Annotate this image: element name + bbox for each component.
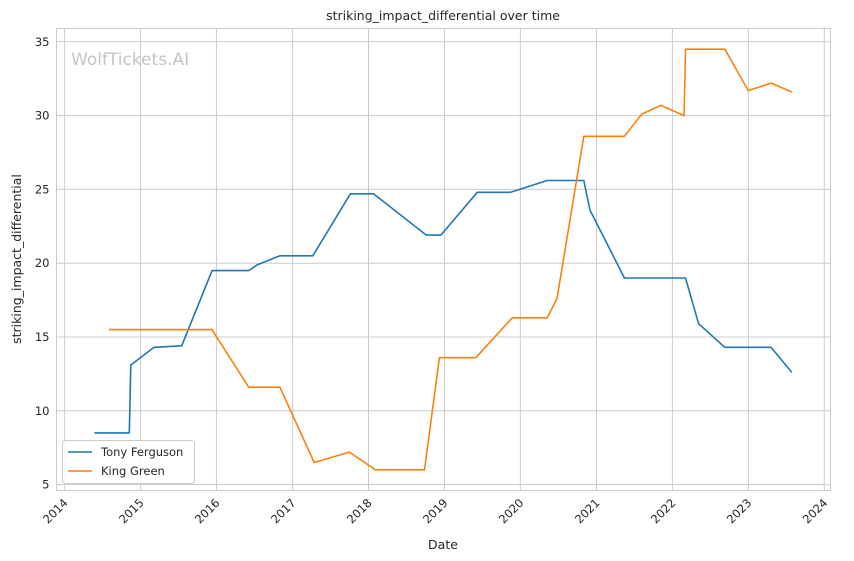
x-tick-label: 2014: [40, 496, 71, 527]
y-tick-label: 35: [35, 35, 50, 49]
x-tick-label: 2018: [344, 496, 375, 527]
y-axis-title: striking_impact_differential: [9, 174, 24, 344]
x-tick-label: 2017: [268, 496, 299, 527]
x-tick-label: 2023: [724, 496, 755, 527]
x-tick-labels: 2014 2015 2016 2017 2018 2019 2020 2021 2022 2023…: [40, 496, 830, 527]
y-tick-labels: 5 10 15 20 25 30 35: [35, 35, 50, 492]
legend-label-king-green: King Green: [101, 464, 165, 478]
x-tick-label: 2021: [572, 496, 603, 527]
x-tick-label: 2022: [648, 496, 679, 527]
series-line-tony-ferguson: [94, 179, 793, 434]
y-tick-label: 5: [42, 478, 49, 492]
x-axis-title: Date: [428, 537, 458, 552]
legend-label-tony-ferguson: Tony Ferguson: [100, 445, 183, 459]
y-tick-label: 25: [35, 182, 50, 196]
x-tick-label: 2016: [192, 496, 223, 527]
x-tick-label: 2015: [116, 496, 147, 527]
y-tick-label: 10: [35, 404, 50, 418]
x-tick-label: 2024: [800, 496, 831, 527]
x-tick-label: 2020: [496, 496, 527, 527]
series-lines: [94, 48, 793, 471]
legend: Tony Ferguson King Green: [62, 440, 195, 484]
chart-title: striking_impact_differential over time: [326, 8, 560, 23]
y-tick-label: 20: [35, 256, 50, 270]
y-tick-label: 15: [35, 330, 50, 344]
grid-lines: [56, 28, 831, 491]
y-tick-label: 30: [35, 109, 50, 123]
watermark-text: WolfTickets.AI: [71, 50, 189, 70]
series-line-king-green: [108, 48, 793, 471]
x-tick-label: 2019: [420, 496, 451, 527]
plot-area-frame: [56, 28, 831, 491]
legend-box: [62, 440, 195, 484]
